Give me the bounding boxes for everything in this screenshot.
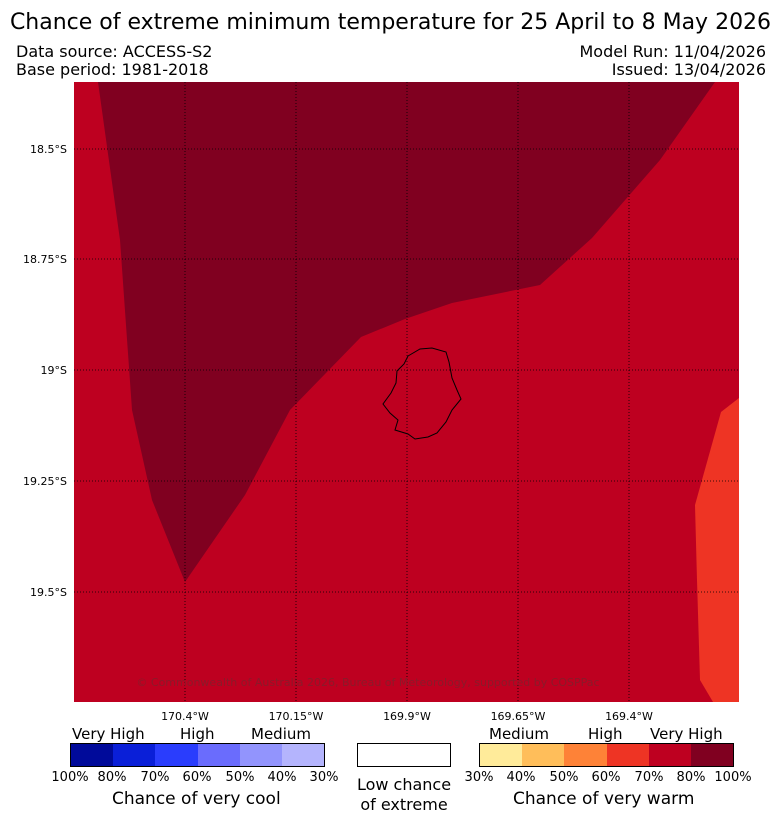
- data-source-text: Data source: ACCESS-S2: [16, 42, 213, 61]
- lat-label: 18.5°S: [30, 143, 67, 156]
- warm-category-medium: Medium: [489, 725, 549, 743]
- cool-category-very-high: Very High: [72, 725, 145, 743]
- lon-label: 169.4°W: [605, 710, 653, 723]
- warm-tick: 50%: [549, 770, 579, 785]
- cool-tick: 40%: [267, 770, 297, 785]
- low-chance-label: Low chance of extreme: [330, 775, 478, 815]
- island-outline: [382, 347, 462, 440]
- model-run-text: Model Run: 11/04/2026: [579, 42, 767, 61]
- longitude-labels: 170.4°W 170.15°W 169.9°W 169.65°W 169.4°…: [161, 710, 653, 723]
- map-fill-layers: [74, 82, 739, 702]
- run-info: Model Run: 11/04/2026 Issued: 13/04/2026: [580, 43, 767, 79]
- warm-tick: 60%: [591, 770, 621, 785]
- lat-label: 19°S: [41, 364, 67, 377]
- warm-swatch: [690, 744, 734, 766]
- warm-category-very-high: Very High: [650, 725, 723, 743]
- lon-label: 170.4°W: [161, 710, 209, 723]
- cool-swatch: [71, 744, 114, 766]
- cool-tick: 70%: [140, 770, 170, 785]
- base-period-text: Base period: 1981-2018: [16, 60, 209, 79]
- warm-color-bar: [479, 743, 734, 767]
- map-copyright: © Commonwealth of Australia 2026, Bureau…: [136, 676, 599, 689]
- cool-category-medium: Medium: [251, 725, 311, 743]
- cool-category-high: High: [180, 725, 215, 743]
- cool-tick: 100%: [51, 770, 89, 785]
- cool-swatch: [155, 744, 198, 766]
- lon-label: 169.9°W: [383, 710, 431, 723]
- warm-tick: 30%: [464, 770, 494, 785]
- low-chance-swatch: [357, 743, 451, 767]
- cool-legend-label: Chance of very cool: [112, 789, 281, 809]
- cool-tick: 30%: [309, 770, 339, 785]
- warm-swatch: [522, 744, 565, 766]
- warm-swatch: [564, 744, 607, 766]
- cool-tick: 50%: [225, 770, 255, 785]
- lon-label: 170.15°W: [269, 710, 324, 723]
- cool-swatch: [197, 744, 240, 766]
- low-chance-line2: of extreme: [360, 795, 448, 814]
- lon-label: 169.65°W: [491, 710, 546, 723]
- region-warm-60: [695, 398, 739, 702]
- lat-label: 19.5°S: [30, 586, 67, 599]
- warm-category-high: High: [588, 725, 623, 743]
- warm-swatch: [648, 744, 691, 766]
- cool-swatch: [239, 744, 282, 766]
- graticule-lines: [74, 82, 739, 702]
- warm-swatch: [480, 744, 523, 766]
- lat-label: 18.75°S: [23, 253, 67, 266]
- cool-swatch: [281, 744, 325, 766]
- cool-tick: 60%: [182, 770, 212, 785]
- data-info: Data source: ACCESS-S2 Base period: 1981…: [16, 43, 212, 79]
- warm-tick: 40%: [506, 770, 536, 785]
- warm-swatch: [606, 744, 649, 766]
- warm-tick: 70%: [634, 770, 664, 785]
- cool-swatch: [113, 744, 156, 766]
- cool-color-bar: [70, 743, 325, 767]
- forecast-map[interactable]: © Commonwealth of Australia 2026, Bureau…: [0, 0, 781, 730]
- region-very-high-warm: [98, 82, 715, 582]
- warm-tick: 100%: [714, 770, 752, 785]
- low-chance-line1: Low chance: [356, 775, 452, 794]
- issued-text: Issued: 13/04/2026: [611, 60, 766, 79]
- warm-legend-label: Chance of very warm: [513, 789, 695, 809]
- cool-tick: 80%: [97, 770, 127, 785]
- latitude-labels: 18.5°S 18.75°S 19°S 19.25°S 19.5°S: [23, 143, 67, 599]
- warm-tick: 80%: [676, 770, 706, 785]
- map-title: Chance of extreme minimum temperature fo…: [9, 10, 772, 35]
- lat-label: 19.25°S: [23, 475, 67, 488]
